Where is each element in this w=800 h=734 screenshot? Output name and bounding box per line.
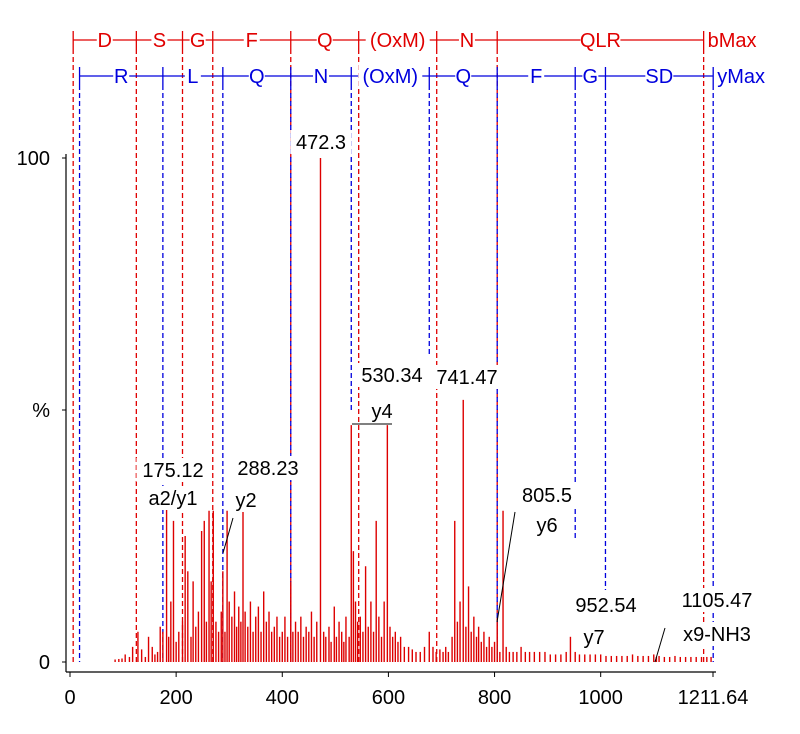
peak-ion-label: y4 (371, 401, 392, 423)
x-tick-label: 200 (159, 687, 192, 709)
b-ion-residue-label: N (460, 30, 474, 52)
y-ion-residue-bg (582, 65, 599, 87)
b-ion-residue-label: Q (317, 30, 333, 52)
x-tick-label: 600 (372, 687, 405, 709)
b-ion-residue-bg (458, 29, 475, 51)
annotation-bg (368, 399, 396, 423)
peak-mz-label: 530.34 (361, 365, 422, 387)
x-tick-label: 1211.64 (678, 687, 749, 709)
y-ion-residue-label: Q (455, 66, 471, 88)
annotation-bg (355, 363, 429, 387)
x-tick-label: 1000 (578, 687, 623, 709)
y-ion-residue-bg (113, 65, 130, 87)
y-ion-residue-bg (358, 65, 423, 87)
annotation-bg (569, 593, 643, 617)
annotation-bg (680, 622, 754, 646)
b-ion-residue-bg (151, 29, 168, 51)
x-tick-label: 800 (478, 687, 511, 709)
y-tick-label: 100 (17, 148, 50, 170)
x-tick-label: 0 (64, 687, 75, 709)
b-ion-residue-label: G (190, 30, 206, 52)
b-ion-residue-label: D (98, 30, 112, 52)
annotation-bg (580, 625, 608, 649)
b-ion-residue-bg (365, 29, 430, 51)
b-ion-residue-label: QLR (580, 30, 621, 52)
annotation-bg (290, 130, 352, 154)
peak-mz-label: 1105.47 (682, 590, 753, 612)
y-ion-residue-bg (455, 65, 472, 87)
peak-mz-label: 952.54 (575, 595, 636, 617)
b-ion-residue-label: S (153, 30, 166, 52)
y-ion-residue-label: F (530, 66, 542, 88)
y-ion-residue-bg (248, 65, 265, 87)
axes: 100% 00 200 400 600 800 1000 1211.64 (17, 148, 749, 709)
y-ion-residue-bg (184, 65, 201, 87)
x-tick-label: 400 (266, 687, 299, 709)
b-ion-residue-bg (96, 29, 113, 51)
peak-ion-label: a2/y1 (149, 488, 198, 510)
y-ion-end-label: yMax (717, 66, 765, 88)
y-ion-residue-bg (528, 65, 545, 87)
b-ion-residue-label: (OxM) (370, 30, 426, 52)
peak-annotations: 175.12 a2/y1 288.23 y2 472.3 530.34 y4 741.47 80… (136, 130, 760, 663)
peak-mz-label: 741.47 (436, 367, 497, 389)
y-ion-residue-label: SD (645, 66, 673, 88)
y-ion-residue-label: (OxM) (362, 66, 418, 88)
y-ion-residue-bg (645, 65, 674, 87)
y-ion-residue-label: N (314, 66, 328, 88)
peak-series (114, 158, 712, 662)
peak-ion-label: y7 (583, 627, 604, 649)
y-ion-residue-label: G (583, 66, 599, 88)
b-ion-end-label: bMax (708, 30, 757, 52)
peak-mz-label: 288.23 (237, 458, 298, 480)
annotation-bg (674, 588, 760, 612)
peak-ion-label: y6 (536, 515, 557, 537)
y-ion-residue-label: Q (249, 66, 265, 88)
peak-ion-label: y2 (235, 490, 256, 512)
y-ion-residue-bg (313, 65, 330, 87)
annotation-bg (142, 486, 204, 510)
b-ion-residue-bg (580, 29, 621, 51)
b-ion-residue-bg (243, 29, 260, 51)
annotation-bg (533, 513, 561, 537)
annotation-bg (516, 483, 578, 507)
y-ion-residue-label: R (114, 66, 128, 88)
annotation-leader (654, 627, 666, 663)
annotation-bg (231, 456, 305, 480)
y-tick-label: % (32, 400, 50, 422)
annotation-leader (222, 517, 234, 554)
annotation-bg (136, 458, 210, 482)
annotation-leader (496, 511, 516, 623)
peak-mz-label: 472.3 (296, 132, 346, 154)
annotation-bg (430, 365, 504, 389)
peak-mz-label: 805.5 (522, 485, 572, 507)
b-ion-residue-bg (316, 29, 333, 51)
annotation-bg (232, 488, 260, 512)
b-ion-residue-bg (189, 29, 206, 51)
b-ion-residue-label: F (246, 30, 258, 52)
y-tick-label: 0 (39, 652, 50, 674)
y-ion-residue-label: L (187, 66, 198, 88)
peak-ion-label: x9-NH3 (683, 624, 751, 646)
peak-mz-label: 175.12 (142, 460, 203, 482)
